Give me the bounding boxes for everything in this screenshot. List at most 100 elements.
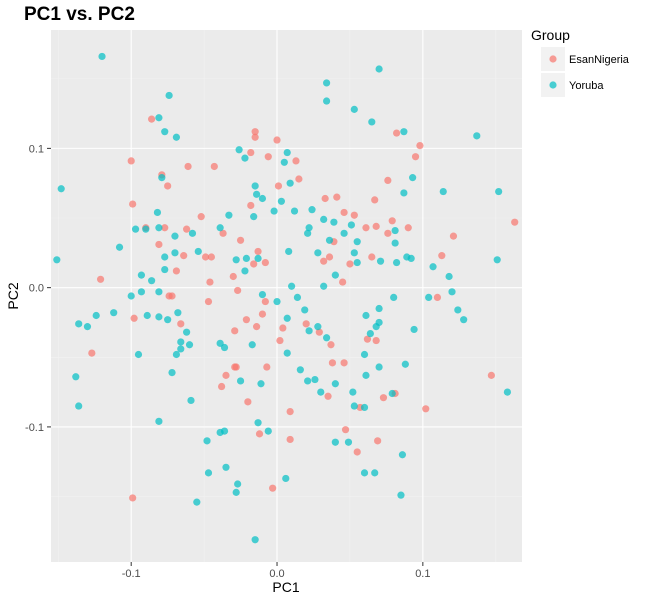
yoruba-point — [288, 282, 296, 290]
yoruba-point — [92, 311, 100, 320]
yoruba-point — [115, 243, 124, 251]
esannigeria-point — [231, 327, 239, 335]
yoruba-point — [347, 221, 355, 229]
esannigeria-point — [368, 253, 376, 261]
esannigeria-point — [372, 222, 380, 230]
yoruba-point — [148, 277, 156, 285]
yoruba-point — [164, 316, 172, 324]
yoruba-point — [350, 402, 358, 410]
esannigeria-point — [242, 316, 250, 324]
esannigeria-point — [392, 129, 401, 137]
esannigeria-point — [88, 349, 96, 357]
yoruba-point — [366, 330, 374, 338]
esannigeria-point — [340, 208, 348, 217]
esannigeria-point — [324, 392, 332, 400]
esannigeria-point — [327, 341, 335, 349]
esannigeria-point — [218, 382, 226, 391]
yoruba-point — [235, 146, 243, 154]
yoruba-point — [232, 256, 240, 264]
esannigeria-point — [372, 336, 380, 345]
yoruba-point — [110, 309, 118, 317]
esannigeria-point — [286, 407, 294, 416]
yoruba-point — [187, 396, 195, 405]
yoruba-point — [375, 304, 383, 313]
yoruba-point — [254, 419, 262, 427]
yoruba-point — [177, 345, 185, 353]
yoruba-point — [330, 218, 338, 226]
yoruba-point — [375, 65, 383, 73]
yoruba-point — [493, 256, 501, 264]
yoruba-point — [353, 258, 361, 267]
esannigeria-point — [341, 426, 350, 434]
yoruba-point — [241, 154, 249, 162]
yoruba-point — [137, 271, 146, 279]
yoruba-point — [439, 187, 447, 196]
esannigeria-point — [197, 213, 205, 221]
yoruba-point — [53, 256, 61, 264]
chart-title: PC1 vs. PC2 — [24, 4, 135, 25]
yoruba-point — [188, 229, 197, 237]
yoruba-point — [204, 469, 213, 477]
yoruba-point — [349, 388, 357, 396]
esannigeria-point — [253, 323, 261, 331]
x-tick-label: 0.0 — [269, 568, 284, 580]
yoruba-point — [220, 427, 229, 435]
yoruba-point — [407, 254, 415, 262]
esannigeria-point — [379, 394, 388, 402]
yoruba-point — [360, 469, 369, 477]
yoruba-point — [168, 368, 176, 377]
esannigeria-point — [274, 182, 283, 190]
esannigeria-point — [251, 128, 259, 136]
esannigeria-point — [346, 260, 354, 268]
esannigeria-point — [219, 229, 227, 237]
yoruba-point — [286, 179, 294, 187]
yoruba-point — [177, 338, 185, 346]
yoruba-point — [183, 328, 191, 336]
yoruba-point — [398, 451, 407, 459]
yoruba-point — [305, 327, 313, 335]
yoruba-point — [293, 293, 302, 301]
esannigeria-point — [371, 196, 379, 204]
yoruba-point — [410, 325, 418, 334]
esannigeria-point — [96, 275, 105, 283]
yoruba-point — [473, 132, 481, 140]
esannigeria-point — [320, 257, 328, 265]
yoruba-point — [362, 311, 370, 320]
x-axis-title: PC1 — [272, 579, 299, 595]
yoruba-point — [283, 349, 291, 357]
yoruba-point — [161, 253, 169, 261]
yoruba-point — [194, 247, 202, 256]
yoruba-point — [137, 288, 146, 296]
yoruba-point — [273, 297, 281, 306]
yoruba-point — [127, 292, 135, 300]
esannigeria-point — [165, 292, 173, 300]
yoruba-point — [155, 114, 163, 122]
yoruba-point — [171, 232, 179, 240]
yoruba-point — [185, 341, 194, 349]
yoruba-point — [353, 238, 361, 246]
yoruba-point — [277, 197, 285, 205]
yoruba-point — [320, 282, 328, 290]
yoruba-point — [248, 341, 256, 349]
yoruba-point — [371, 469, 379, 477]
esannigeria-point — [127, 157, 135, 165]
esannigeria-point — [449, 232, 458, 240]
yoruba-point — [172, 350, 181, 359]
esannigeria-point — [264, 153, 272, 161]
yoruba-point — [391, 239, 399, 247]
esannigeria-point — [384, 176, 392, 185]
yoruba-point — [165, 91, 173, 100]
esannigeria-point — [276, 336, 284, 345]
yoruba-point — [232, 488, 240, 496]
esannigeria-point — [129, 494, 137, 502]
yoruba-point — [155, 313, 163, 321]
yoruba-point — [225, 211, 233, 219]
yoruba-point — [503, 388, 512, 396]
esannigeria-point — [180, 252, 188, 260]
esannigeria-point — [422, 405, 430, 413]
yoruba-point — [75, 402, 83, 410]
x-axis-ticks: -0.1 0.0 0.1 — [122, 562, 430, 580]
yoruba-point — [323, 97, 331, 105]
y-tick-label: 0.0 — [29, 283, 44, 295]
yoruba-point — [216, 224, 224, 232]
